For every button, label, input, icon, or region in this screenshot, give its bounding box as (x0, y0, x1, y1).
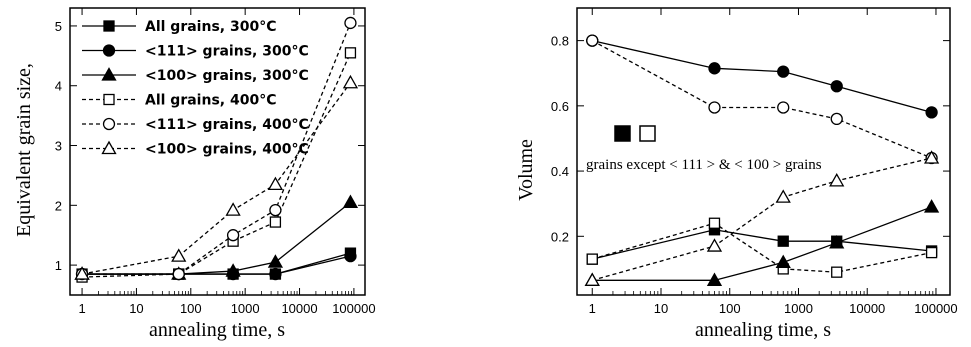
data-point (225, 263, 241, 277)
left-x-axis-label: annealing time, s (149, 319, 285, 341)
data-point (829, 173, 845, 187)
series-line (592, 39, 932, 113)
legend-marker (102, 44, 116, 57)
legend-label: <111> grains, 400°C (145, 117, 309, 133)
data-point (584, 272, 600, 286)
right-chart: 1 10 100 1000 10000 100000 0.2 0.4 0.6 0.8 grains… (515, 7, 958, 341)
x-tick-label: 10 (654, 301, 668, 316)
data-point (775, 189, 791, 203)
left-chart: 1 10 100 1000 10000 100000 1 2 3 4 5 All grains, 3… (13, 7, 376, 341)
legend-label: <100> grains, 300°C (145, 68, 309, 84)
series-line (592, 222, 932, 273)
x-tick-label: 10000 (281, 301, 317, 316)
x-tick-label: 1000 (784, 301, 813, 316)
right-series-group (584, 34, 940, 286)
data-point (923, 199, 940, 213)
x-tick-label: 100 (719, 301, 741, 316)
y-tick-label: 0.4 (551, 164, 569, 179)
left-axis-ticks: 1 10 100 1000 10000 100000 1 2 3 4 5 (55, 8, 376, 316)
x-tick-label: 100000 (914, 301, 957, 316)
x-tick-label: 100000 (332, 301, 375, 316)
data-point (342, 74, 359, 89)
series-line (82, 252, 351, 275)
left-plot-frame (69, 7, 366, 296)
x-tick-label: 1000 (231, 301, 260, 316)
data-point (225, 202, 241, 216)
data-point (708, 62, 721, 75)
data-point (708, 217, 721, 229)
y-tick-label: 3 (55, 139, 62, 154)
data-point (777, 65, 790, 78)
series-line (591, 40, 932, 159)
legend-marker (102, 117, 116, 131)
legend-marker (101, 67, 117, 81)
left-y-axis-label: Equivalent grain size, (13, 63, 35, 237)
data-point (830, 112, 843, 126)
series-line (592, 157, 932, 281)
annotation-open-square (639, 125, 656, 142)
data-point (925, 246, 938, 259)
data-point (586, 253, 598, 265)
right-annotation-text: grains except < 111 > & < 100 > grains (586, 157, 822, 173)
x-tick-label: 10000 (849, 301, 885, 316)
legend-marker (103, 20, 115, 32)
data-point (923, 150, 940, 164)
x-tick-label: 1 (589, 301, 596, 316)
data-point (708, 101, 721, 114)
y-tick-label: 1 (55, 258, 62, 273)
y-tick-label: 0.2 (551, 229, 569, 244)
data-point (269, 203, 282, 217)
data-point (831, 266, 843, 278)
data-point (269, 267, 282, 281)
data-point (706, 272, 723, 286)
series-line (81, 82, 351, 275)
data-point (925, 106, 938, 119)
data-point (342, 194, 359, 208)
y-tick-label: 5 (55, 19, 62, 34)
data-point (267, 254, 284, 268)
data-point (171, 248, 187, 262)
data-point (829, 234, 845, 249)
right-axis-ticks: 1 10 100 1000 10000 100000 0.2 0.4 0.6 0.8 (551, 8, 958, 316)
data-point (269, 216, 282, 228)
legend-label: All grains, 300°C (145, 19, 276, 35)
right-annotation-group (614, 125, 656, 142)
legend-label: All grains, 400°C (145, 93, 276, 109)
x-tick-label: 1 (78, 301, 85, 316)
legend-marker (101, 140, 117, 155)
legend-label: <111> grains, 300°C (145, 44, 309, 60)
annotation-filled-square (614, 125, 631, 142)
legend-marker (103, 93, 115, 106)
data-point (775, 254, 791, 269)
x-tick-label: 10 (129, 301, 143, 316)
y-tick-label: 2 (55, 198, 62, 213)
series-line (82, 52, 352, 278)
y-tick-label: 0.8 (551, 34, 569, 49)
data-point (344, 249, 357, 263)
series-line (592, 206, 932, 281)
right-plot-frame (576, 7, 951, 296)
data-point (586, 34, 599, 47)
x-tick-label: 100 (180, 301, 202, 316)
data-point (226, 229, 240, 242)
data-point (74, 266, 90, 280)
data-point (706, 238, 723, 252)
data-point (172, 267, 185, 281)
left-legend: All grains, 300°C <111> grains, 300°C <100… (82, 19, 309, 158)
data-point (344, 47, 357, 59)
right-x-axis-label: annealing time, s (695, 319, 831, 341)
data-point (777, 101, 790, 114)
legend-label: <100> grains, 400°C (145, 142, 309, 158)
y-tick-label: 4 (55, 79, 62, 94)
series-line (82, 201, 351, 275)
data-point (777, 235, 789, 247)
y-tick-label: 0.6 (551, 99, 569, 114)
left-series-group (74, 16, 359, 283)
data-point (344, 16, 357, 30)
data-point (830, 80, 843, 93)
data-point (267, 176, 284, 191)
right-y-axis-label: Volume (515, 139, 537, 201)
